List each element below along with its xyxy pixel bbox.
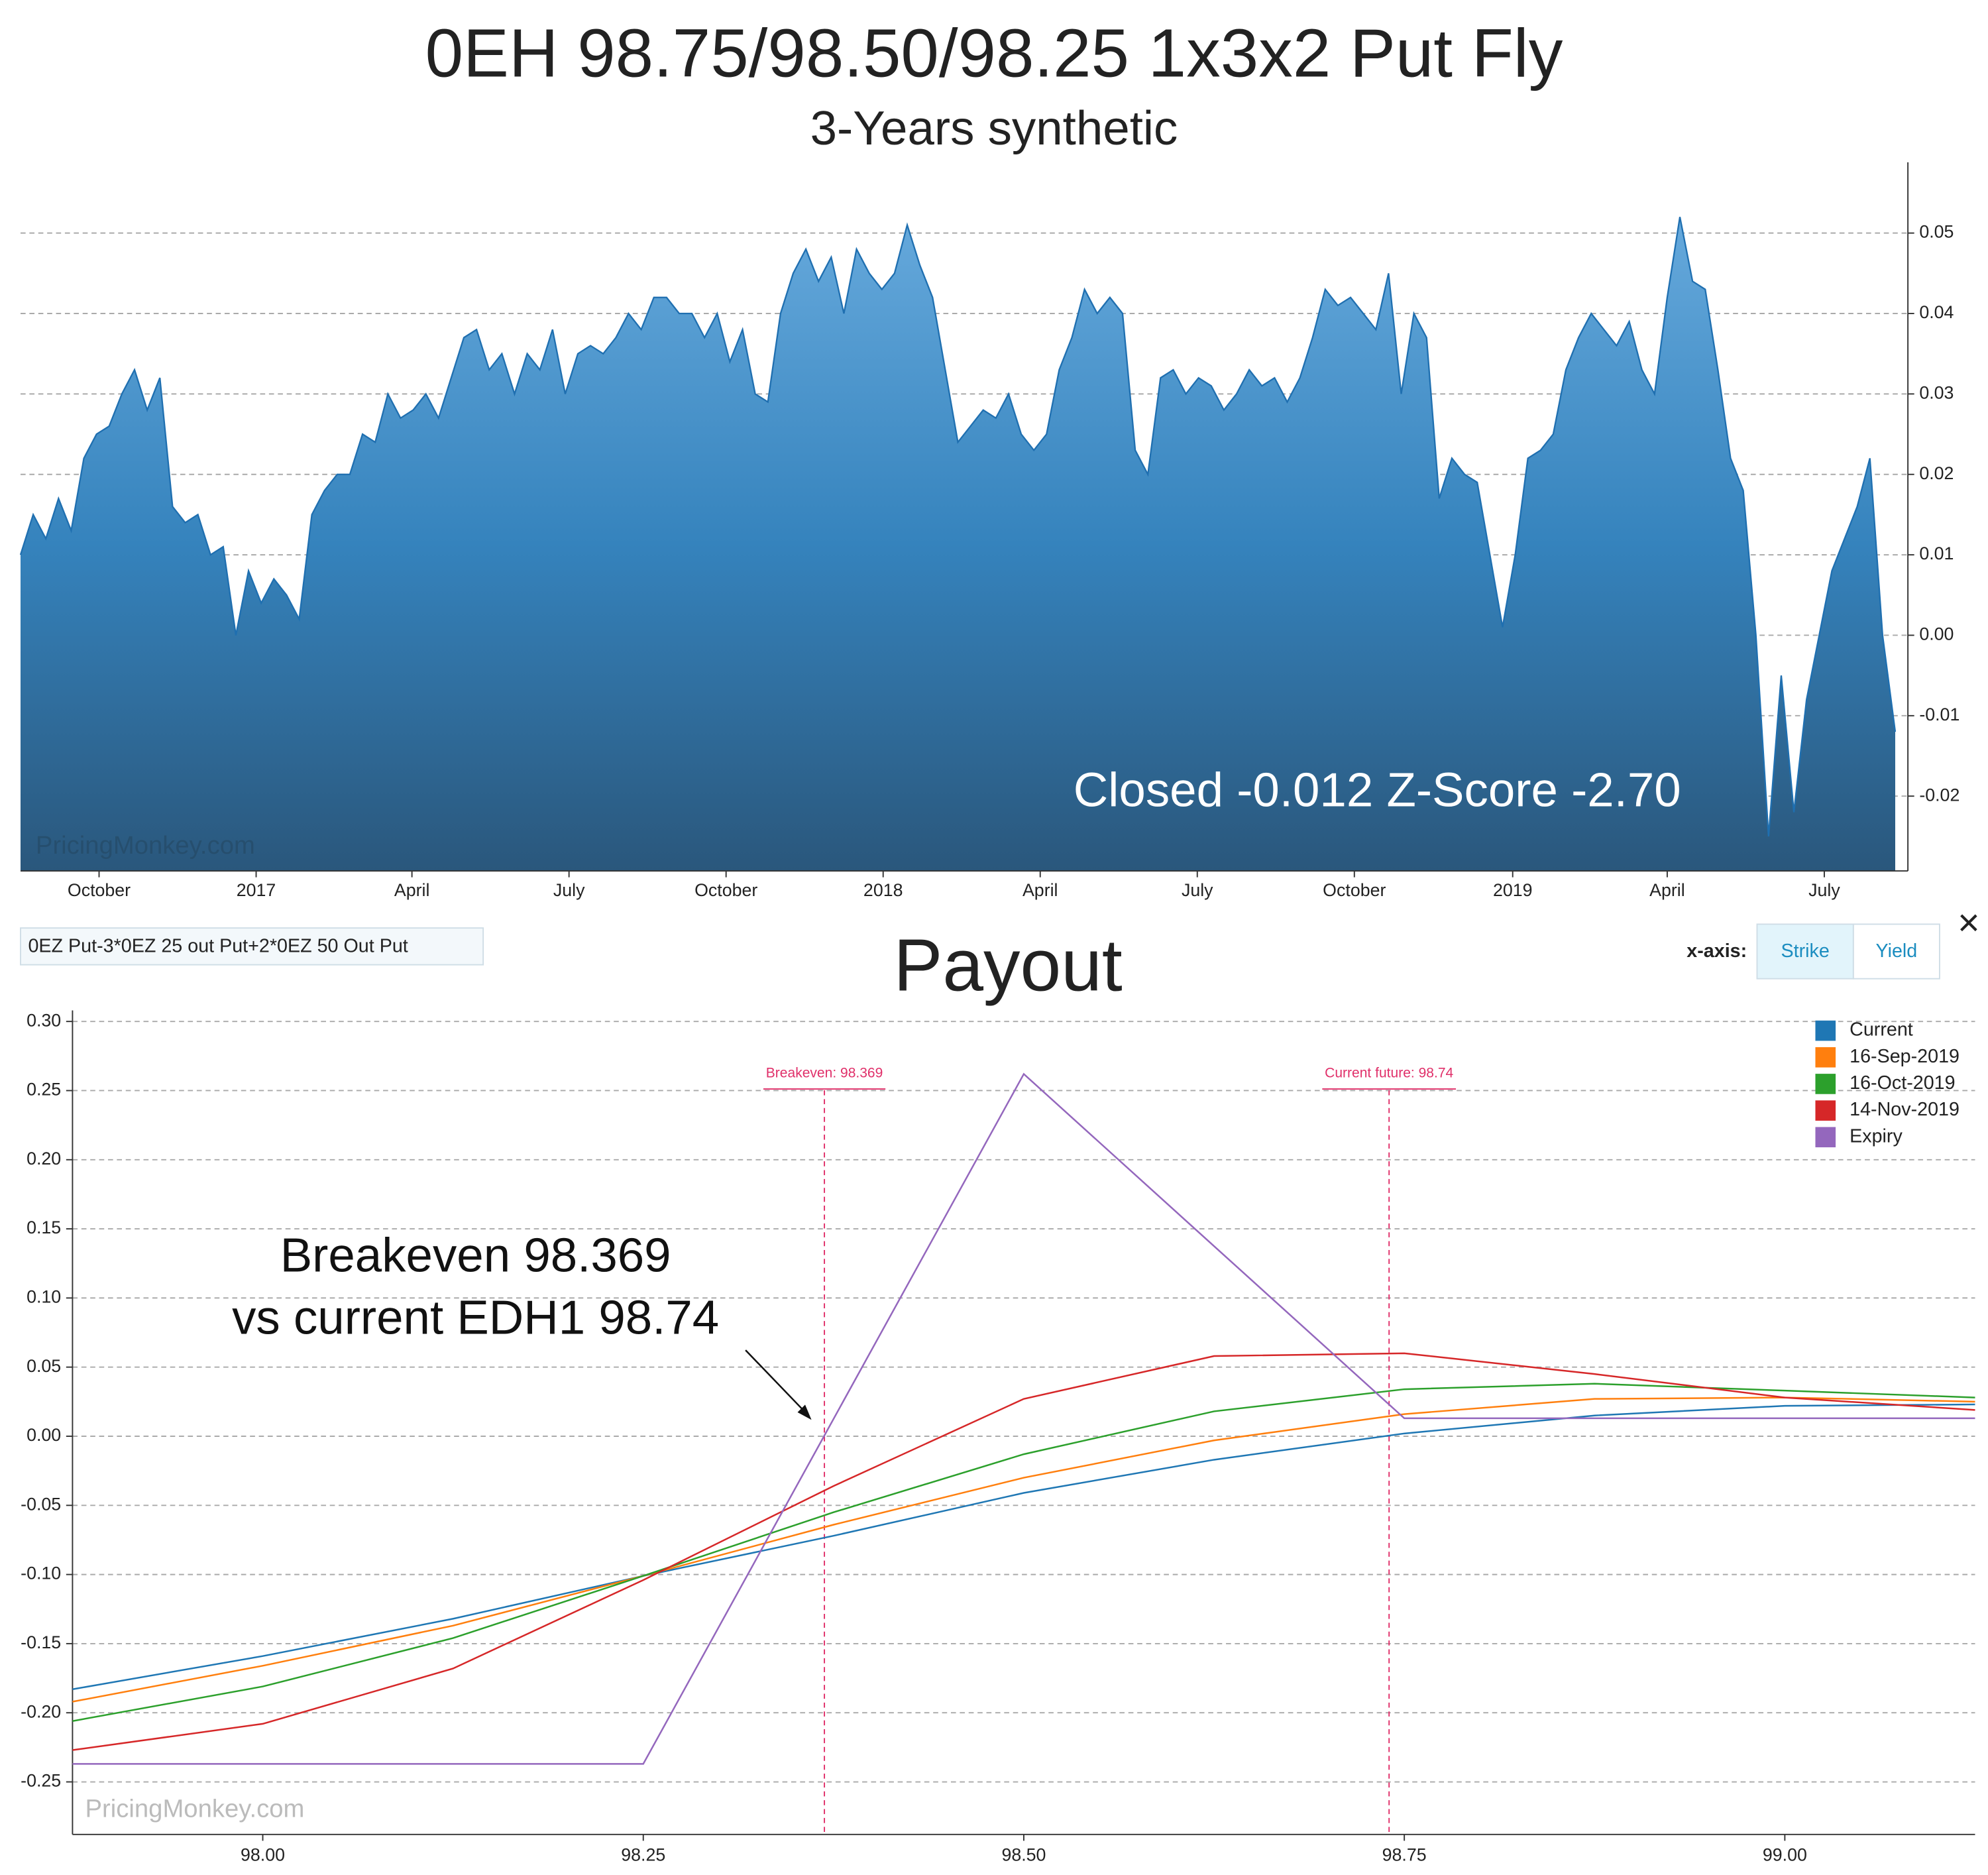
x-tick-label: July	[1182, 880, 1213, 900]
x-tick-label: 2019	[1493, 880, 1533, 900]
legend-label: Current	[1850, 1019, 1913, 1041]
button-label[interactable]: Strike	[1781, 940, 1830, 962]
y-tick-label: 0.05	[27, 1356, 61, 1376]
annotation-arrow	[745, 1349, 810, 1417]
legend-label: 14-Nov-2019	[1850, 1099, 1960, 1120]
formula: 0EZ Put-3*0EZ 25 out Put+2*0EZ 50 Out Pu…	[28, 935, 408, 956]
y-tick-label: -0.02	[1919, 785, 1960, 805]
close-button[interactable]: ×	[1958, 901, 1980, 944]
x-tick-label: April	[1022, 880, 1058, 900]
y-tick-label: 0.00	[27, 1425, 61, 1445]
x-tick-label: 98.25	[621, 1845, 665, 1864]
x-tick-label: October	[68, 880, 131, 900]
y-tick-label: 0.20	[27, 1149, 61, 1168]
area-line	[19, 217, 1897, 836]
series-line	[72, 1352, 1975, 1751]
y-tick-label: 0.02	[1919, 463, 1954, 483]
legend-swatch	[1815, 1100, 1836, 1121]
reference-label: Current future: 98.74	[1325, 1066, 1453, 1081]
x-tick-label: 98.50	[1001, 1845, 1046, 1864]
y-tick-label: 0.25	[27, 1080, 61, 1100]
y-tick-label: -0.20	[21, 1701, 61, 1721]
legend-label: Expiry	[1850, 1125, 1903, 1147]
y-tick-label: -0.05	[21, 1494, 61, 1514]
x-tick-label: 2018	[863, 880, 903, 900]
area	[20, 217, 1895, 872]
strike-button[interactable]	[1756, 923, 1854, 980]
legend-swatch	[1815, 1020, 1836, 1041]
series-line	[72, 1396, 1975, 1703]
y-tick-label: 0.03	[1919, 382, 1954, 402]
x-tick-label: July	[1808, 880, 1840, 900]
y-tick-label: -0.01	[1919, 705, 1960, 724]
button-label[interactable]: Yield	[1876, 940, 1918, 962]
x-tick-label: July	[553, 880, 585, 900]
reference-label: Breakeven: 98.369	[766, 1066, 883, 1081]
formula-box	[20, 927, 484, 966]
annotation: Breakeven 98.369	[280, 1229, 671, 1282]
x-tick-label: 98.00	[241, 1845, 285, 1864]
chart-subtitle: 3-Years synthetic	[810, 101, 1178, 155]
series-line	[72, 1403, 1975, 1690]
y-tick-label: 0.04	[1919, 302, 1954, 322]
y-tick-label: 0.10	[27, 1286, 61, 1306]
watermark: PricingMonkey.com	[85, 1795, 305, 1823]
annotation: vs current EDH1 98.74	[232, 1290, 719, 1344]
y-tick-label: 0.15	[27, 1218, 61, 1237]
xaxis-toggle-label: x-axis:	[1686, 940, 1747, 962]
chart-title: Payout	[893, 925, 1123, 1007]
y-tick-label: -0.15	[21, 1632, 61, 1652]
legend-swatch	[1815, 1127, 1836, 1148]
history-chart: -0.02 -0.01 0.00 0.01 0.02 0.03 0.04 0.05 Octobe…	[19, 162, 1960, 900]
legend-label: 16-Oct-2019	[1850, 1072, 1955, 1094]
y-tick-label: -0.25	[21, 1771, 61, 1791]
x-tick-label: October	[694, 880, 757, 900]
legend-swatch	[1815, 1047, 1836, 1068]
y-tick-label: 0.00	[1919, 624, 1954, 644]
y-tick-label: 0.05	[1919, 222, 1954, 242]
legend-label: 16-Sep-2019	[1850, 1046, 1960, 1067]
yield-button[interactable]	[1852, 923, 1940, 980]
x-tick-label: October	[1323, 880, 1386, 900]
y-tick-label: 0.01	[1919, 543, 1954, 563]
series-line	[72, 1072, 1975, 1765]
series-line	[72, 1383, 1975, 1722]
annotation: Closed -0.012 Z-Score -2.70	[1074, 764, 1681, 817]
x-tick-label: 2017	[237, 880, 276, 900]
arrow-head	[797, 1404, 812, 1420]
y-tick-label: 0.30	[27, 1010, 61, 1030]
chart-title: 0EH 98.75/98.50/98.25 1x3x2 Put Fly	[425, 14, 1563, 91]
x-tick-label: 98.75	[1382, 1845, 1427, 1864]
legend-swatch	[1815, 1074, 1836, 1094]
payout-chart: -0.25 -0.20 -0.15 -0.10 -0.05 0.00 0.05 0.10 0.1…	[21, 1010, 1975, 1864]
y-tick-label: -0.10	[21, 1563, 61, 1583]
watermark: PricingMonkey.com	[36, 831, 255, 860]
x-tick-label: April	[394, 880, 430, 900]
x-tick-label: 99.00	[1763, 1845, 1807, 1864]
x-tick-label: April	[1649, 880, 1685, 900]
